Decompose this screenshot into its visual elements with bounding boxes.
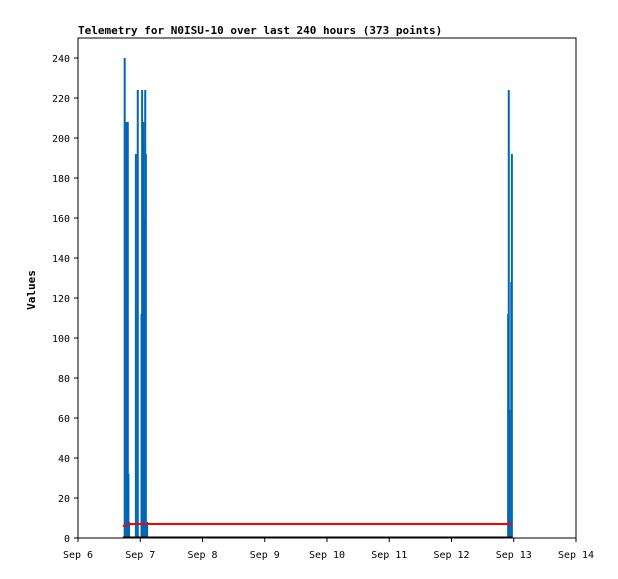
x-tick-label: Sep 10 xyxy=(309,550,345,561)
y-tick-label: 0 xyxy=(64,534,70,545)
x-tick-label: Sep 13 xyxy=(496,550,532,561)
bar xyxy=(127,474,130,538)
bar xyxy=(128,522,131,538)
y-tick-label: 120 xyxy=(52,294,70,305)
y-axis: 0 20 40 60 80 100 120 140 160 180 200 220 240 xyxy=(52,54,78,545)
bar xyxy=(136,90,139,538)
bar xyxy=(146,522,149,538)
y-tick-label: 40 xyxy=(58,454,70,465)
x-tick-label: Sep 9 xyxy=(250,550,280,561)
x-tick-label: Sep 7 xyxy=(125,550,155,561)
chart-title: Telemetry for N0ISU-10 over last 240 hou… xyxy=(78,24,442,37)
x-tick-label: Sep 8 xyxy=(187,550,217,561)
y-tick-label: 240 xyxy=(52,54,70,65)
bar xyxy=(508,410,511,538)
bar xyxy=(144,154,147,538)
x-tick-label: Sep 14 xyxy=(558,550,594,561)
y-tick-label: 200 xyxy=(52,134,70,145)
red-line xyxy=(122,523,513,527)
x-tick-label: Sep 11 xyxy=(371,550,407,561)
y-tick-label: 140 xyxy=(52,254,70,265)
y-tick-label: 80 xyxy=(58,374,70,385)
bar xyxy=(125,122,128,538)
y-tick-label: 60 xyxy=(58,414,70,425)
y-tick-label: 100 xyxy=(52,334,70,345)
x-tick-label: Sep 12 xyxy=(433,550,469,561)
y-tick-label: 160 xyxy=(52,214,70,225)
bar xyxy=(507,90,510,538)
bar-series xyxy=(123,58,513,538)
plot-area xyxy=(77,37,577,539)
y-tick-label: 180 xyxy=(52,174,70,185)
line-series xyxy=(122,523,513,539)
bar xyxy=(124,282,127,538)
y-axis-label: Values xyxy=(25,270,38,310)
bar xyxy=(510,154,513,538)
bar xyxy=(141,90,144,538)
y-tick-label: 220 xyxy=(52,94,70,105)
y-tick-label: 20 xyxy=(58,494,70,505)
x-tick-label: Sep 6 xyxy=(63,550,93,561)
bar xyxy=(134,154,137,538)
x-axis: Sep 6 Sep 7 Sep 8 Sep 9 Sep 10 Sep 11 Sep 12 Se… xyxy=(63,538,594,561)
bar xyxy=(126,122,129,538)
